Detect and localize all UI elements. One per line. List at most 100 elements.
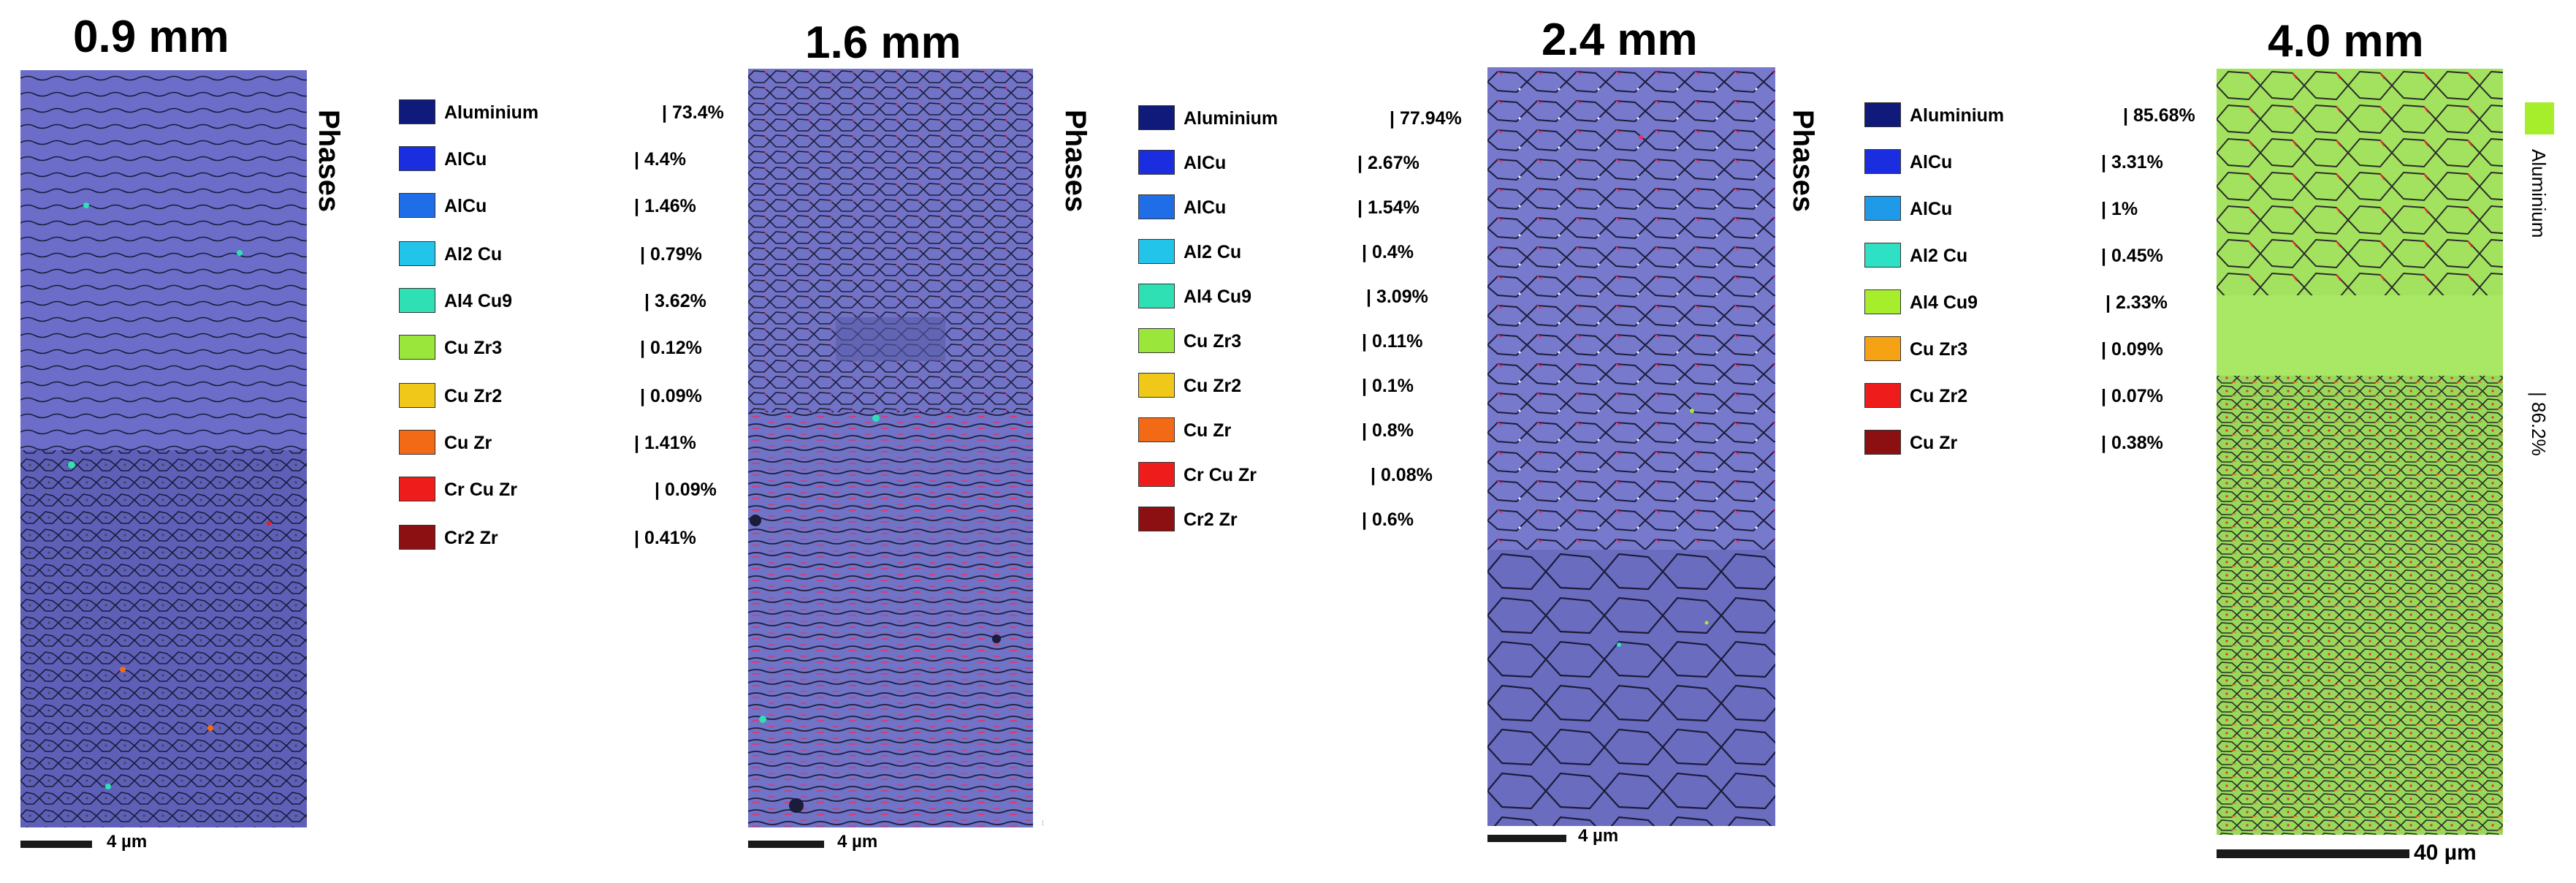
legend-row: Cu Zr | 1.41% (399, 430, 779, 459)
scale-bar (2217, 849, 2409, 858)
legend-row: Cr2 Zr | 0.6% (1138, 507, 1518, 536)
scale-label: 4 µm (1578, 826, 1619, 846)
scale-label: 4 µm (107, 832, 148, 852)
legend-value: | 0.09% (2101, 339, 2163, 360)
legend-row: Cu Zr3 | 0.11% (1138, 328, 1518, 357)
legend-value: | 0.45% (2101, 246, 2163, 266)
aluminium-key-value: | 86.2% (2528, 392, 2550, 456)
scale-label: 40 µm (2414, 841, 2477, 865)
legend-swatch (1864, 336, 1901, 361)
legend-swatch (1864, 102, 1901, 127)
legend-swatch (1138, 239, 1175, 264)
legend-value: | 0.6% (1362, 509, 1414, 530)
legend-row: Al2 Cu | 0.45% (1864, 243, 2244, 272)
legend-value: | 0.07% (2101, 386, 2163, 406)
legend-swatch (1138, 373, 1175, 398)
legend-value: | 1% (2101, 199, 2138, 219)
legend-row: Cu Zr2 | 0.09% (399, 383, 779, 412)
legend-row: Aluminium | 85.68% (1864, 102, 2244, 132)
legend-name: AlCu (444, 149, 487, 170)
legend-swatch (399, 288, 435, 313)
legend-row: Cu Zr3 | 0.12% (399, 335, 779, 364)
legend-row: Al2 Cu | 0.79% (399, 241, 779, 270)
legend-swatch (399, 99, 435, 124)
scale-bar (1487, 835, 1566, 842)
ebsd-phase-map (1487, 67, 1775, 826)
legend-name: Cr Cu Zr (1184, 465, 1257, 485)
ebsd-phase-map (20, 70, 307, 827)
legend-value: | 1.54% (1357, 197, 1420, 218)
legend-swatch (399, 193, 435, 218)
legend-value: | 0.11% (1362, 331, 1423, 352)
legend-row: Cr Cu Zr | 0.09% (399, 477, 779, 506)
legend-name: Cu Zr3 (444, 338, 503, 358)
legend-row: Al4 Cu9 | 3.62% (399, 288, 779, 317)
legend-name: Cu Zr2 (444, 386, 503, 406)
legend-swatch (1138, 417, 1175, 442)
legend-name: AlCu (444, 196, 487, 216)
legend-swatch (1138, 105, 1175, 130)
legend-value: | 3.09% (1366, 287, 1428, 307)
legend-row: AlCu | 3.31% (1864, 149, 2244, 178)
legend-swatch (1864, 383, 1901, 408)
legend-name: Al4 Cu9 (1184, 287, 1252, 307)
legend-value: | 3.62% (644, 291, 706, 311)
legend-name: Al2 Cu (444, 244, 503, 265)
legend-value: | 0.12% (640, 338, 702, 358)
legend-swatch (1138, 507, 1175, 531)
legend-value: | 73.4% (662, 102, 724, 123)
phase-map-image (2217, 69, 2503, 835)
legend-swatch (1138, 462, 1175, 487)
legend-value: | 77.94% (1390, 108, 1462, 129)
phase-map-image (1487, 67, 1775, 826)
ebsd-phase-map (748, 69, 1033, 827)
legend-value: | 0.4% (1362, 242, 1414, 262)
legend-name: Cu Zr (1184, 420, 1232, 441)
legend-row: Al2 Cu | 0.4% (1138, 239, 1518, 268)
phase-map-image (748, 69, 1033, 827)
legend-swatch (399, 430, 435, 455)
legend-name: Al4 Cu9 (1910, 292, 1978, 313)
legend-value: | 0.38% (2101, 433, 2163, 453)
legend-row: AlCu | 4.4% (399, 146, 779, 175)
legend-swatch (1864, 196, 1901, 221)
phases-label: Phases (1059, 110, 1091, 213)
legend-row: AlCu | 1% (1864, 196, 2244, 225)
legend-swatch (1138, 328, 1175, 353)
legend-swatch (1864, 430, 1901, 455)
legend-swatch (399, 477, 435, 501)
aluminium-key-swatch (2525, 102, 2554, 134)
legend-name: Aluminium (1910, 105, 2005, 126)
legend-swatch (1864, 289, 1901, 314)
panel-title: 1.6 mm (805, 18, 961, 68)
legend-value: | 0.8% (1362, 420, 1414, 441)
legend-row: Cr Cu Zr | 0.08% (1138, 462, 1518, 491)
legend-row: Cu Zr3 | 0.09% (1864, 336, 2244, 365)
legend-name: Cr Cu Zr (444, 480, 517, 500)
legend-swatch (1864, 243, 1901, 268)
phases-label: Phases (1787, 110, 1819, 213)
legend-row: Cu Zr | 0.38% (1864, 430, 2244, 459)
legend-name: AlCu (1910, 152, 1953, 173)
legend-row: AlCu | 1.54% (1138, 194, 1518, 224)
legend-name: Al4 Cu9 (444, 291, 513, 311)
legend-name: Aluminium (1184, 108, 1279, 129)
legend-name: Al2 Cu (1184, 242, 1242, 262)
legend-value: | 0.41% (634, 528, 696, 548)
legend-row: AlCu | 2.67% (1138, 150, 1518, 179)
legend-swatch (1138, 150, 1175, 175)
scale-bar (20, 841, 92, 848)
scale-label: 4 µm (837, 832, 878, 852)
ebsd-phase-map (2217, 69, 2503, 835)
micrograph-tiny-text: ... (1037, 819, 1045, 826)
legend-swatch (399, 383, 435, 408)
panel-title: 2.4 mm (1542, 15, 1698, 65)
legend-swatch (1138, 194, 1175, 219)
legend-row: Aluminium | 73.4% (399, 99, 779, 129)
legend-row: Cu Zr2 | 0.07% (1864, 383, 2244, 412)
legend-row: Al4 Cu9 | 2.33% (1864, 289, 2244, 319)
legend-row: AlCu | 1.46% (399, 193, 779, 222)
legend-value: | 0.08% (1371, 465, 1433, 485)
legend-name: Aluminium (444, 102, 539, 123)
legend-row: Al4 Cu9 | 3.09% (1138, 284, 1518, 313)
